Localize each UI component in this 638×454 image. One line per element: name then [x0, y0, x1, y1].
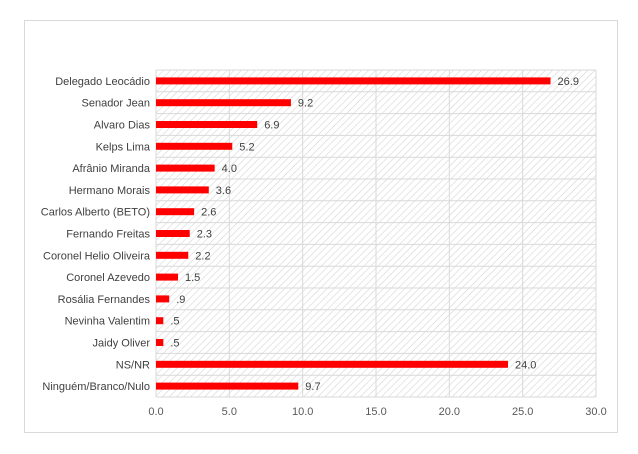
x-tick-label: 30.0 [585, 406, 606, 418]
data-label: 5.2 [239, 141, 254, 153]
data-label: 4.0 [222, 163, 237, 175]
bar [156, 77, 551, 85]
bar [156, 164, 215, 172]
data-label: .9 [176, 294, 185, 306]
bar [156, 208, 195, 216]
bar [156, 251, 189, 259]
bar [156, 382, 299, 390]
data-label: 24.0 [515, 359, 536, 371]
category-label: Hermano Morais [69, 185, 151, 197]
category-labels: Delegado Leocádio Senador Jean Alvaro Dias… [41, 76, 151, 393]
category-label: Afrânio Miranda [72, 163, 151, 175]
x-tick-label: 20.0 [439, 406, 460, 418]
category-label: Coronel Helio Oliveira [43, 250, 151, 262]
x-tick-label: 5.0 [222, 406, 237, 418]
bar [156, 360, 508, 368]
x-tick-label: 0.0 [148, 406, 163, 418]
category-label: Coronel Azevedo [66, 272, 150, 284]
bars [156, 77, 551, 390]
category-label: Carlos Alberto (BETO) [41, 207, 150, 219]
bar [156, 142, 233, 150]
x-tick-label: 10.0 [292, 406, 313, 418]
data-label: 3.6 [216, 185, 231, 197]
category-label: Nevinha Valentim [65, 316, 150, 328]
x-tick-label: 15.0 [365, 406, 386, 418]
category-label: NS/NR [116, 359, 150, 371]
category-label: Kelps Lima [96, 141, 151, 153]
bar [156, 317, 164, 325]
bar [156, 99, 291, 107]
category-label: Delegado Leocádio [55, 76, 150, 88]
data-label: 2.6 [201, 207, 216, 219]
x-tick-label: 25.0 [512, 406, 533, 418]
bar [156, 186, 209, 194]
value-labels: 26.9 9.2 6.9 5.24.0 3.62.6 2.3 2.2 1.5.9 .5 .5 24.… [170, 76, 579, 393]
x-axis-ticks: 0.0 5.0 10.0 15.0 20.0 25.0 30.0 [148, 406, 606, 418]
category-label: Alvaro Dias [94, 120, 151, 132]
data-label: .5 [170, 316, 179, 328]
category-label: Rosália Fernandes [58, 294, 151, 306]
bar [156, 295, 170, 303]
data-label: 6.9 [264, 120, 279, 132]
category-label: Jaidy Oliver [93, 338, 151, 350]
bar [156, 339, 164, 346]
data-label: 2.2 [195, 250, 210, 262]
bar [156, 273, 178, 281]
data-label: 9.2 [298, 98, 313, 110]
bar [156, 230, 190, 237]
data-label: 26.9 [558, 76, 579, 88]
data-label: 9.7 [305, 381, 320, 393]
data-label: 1.5 [185, 272, 200, 284]
category-label: Senador Jean [82, 98, 151, 110]
data-label: 2.3 [197, 229, 212, 241]
data-label: .5 [170, 338, 179, 350]
category-label: Fernando Freitas [66, 229, 150, 241]
category-label: Ninguém/Branco/Nulo [42, 381, 150, 393]
bar [156, 121, 258, 128]
